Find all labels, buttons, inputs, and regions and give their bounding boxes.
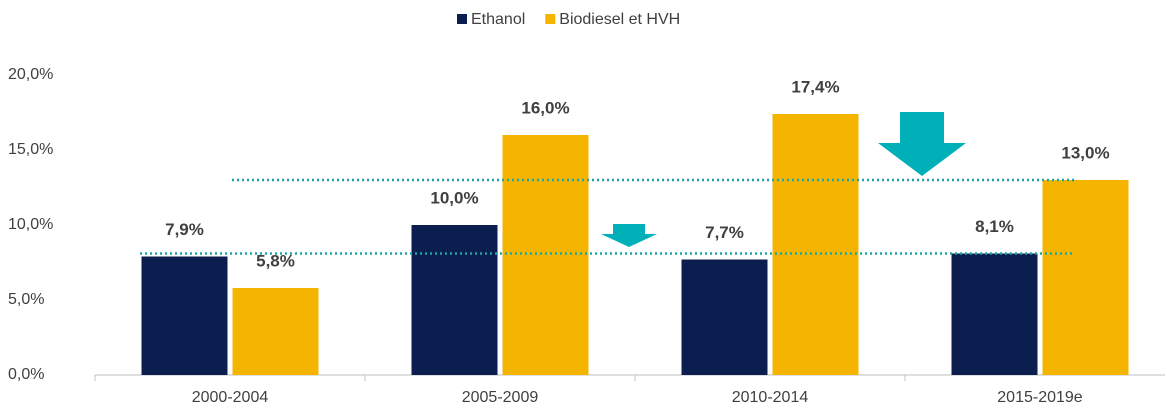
value-label: 17,4% [791, 77, 839, 96]
arrow-small [601, 224, 657, 247]
x-tick-label: 2010-2014 [732, 389, 809, 406]
value-label: 13,0% [1061, 143, 1109, 162]
x-tick-label: 2005-2009 [462, 389, 539, 406]
y-tick-label: 20,0% [8, 66, 53, 83]
bar [772, 114, 859, 375]
bar [411, 225, 498, 375]
legend-label: Ethanol [471, 11, 525, 28]
x-tick-label: 2015-2019e [997, 389, 1083, 406]
legend-swatch [457, 14, 467, 24]
value-label: 10,0% [430, 188, 478, 207]
bar [502, 135, 589, 375]
bar [232, 288, 319, 375]
legend-label: Biodiesel et HVH [559, 11, 680, 28]
y-tick-label: 5,0% [8, 291, 44, 308]
legend-swatch [545, 14, 556, 24]
value-label: 16,0% [521, 98, 569, 117]
bar [681, 259, 768, 375]
bar [141, 256, 228, 375]
x-tick-label: 2000-2004 [192, 389, 269, 406]
value-label: 5,8% [256, 251, 295, 270]
y-tick-label: 10,0% [8, 216, 53, 233]
bar [1042, 180, 1129, 375]
value-label: 7,7% [705, 223, 744, 242]
arrow-large [878, 112, 966, 176]
y-tick-label: 15,0% [8, 141, 53, 158]
bar [951, 253, 1038, 375]
value-label: 7,9% [165, 220, 204, 239]
y-tick-label: 0,0% [8, 366, 44, 383]
value-label: 8,1% [975, 217, 1014, 236]
